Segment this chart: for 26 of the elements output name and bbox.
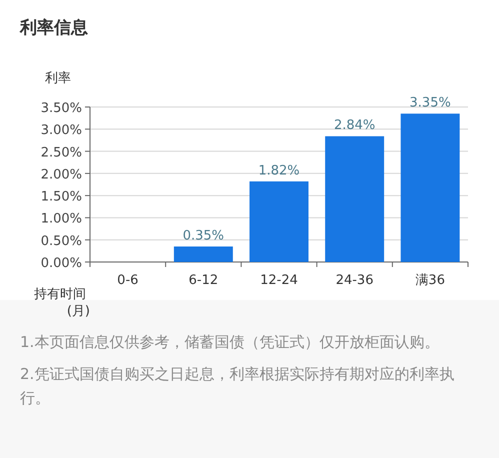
y-tick-label: 0.50%: [40, 234, 82, 249]
bar: [400, 114, 460, 262]
x-tick-label: 24-36: [336, 273, 374, 288]
y-tick-label: 3.50%: [40, 101, 82, 116]
y-tick-label: 1.00%: [40, 212, 82, 227]
bar: [250, 181, 308, 262]
bar: [325, 136, 384, 262]
y-tick-label: 1.50%: [40, 190, 82, 205]
text: 2.凭证式国债自购买之日起息，利率根据实际持有期对应的利率执行。: [20, 364, 456, 409]
x-tick-label: 0-6: [117, 273, 138, 288]
data-label: 0.35%: [182, 228, 224, 244]
data-label: 1.82%: [258, 163, 300, 178]
x-axis-title: 持有时间 (月): [34, 287, 90, 319]
y-tick-label: 2.50%: [40, 145, 82, 160]
bar: [174, 246, 233, 262]
chart-title: 利率信息: [19, 18, 88, 38]
y-tick-label: 2.00%: [40, 167, 82, 182]
data-label: 2.84%: [334, 118, 376, 134]
y-tick-label: 0.00%: [40, 256, 82, 271]
data-label: 3.35%: [410, 96, 451, 111]
y-axis-title: 利率: [45, 70, 71, 86]
y-tick-label: 3.00%: [40, 123, 82, 138]
text: 1.本页面信息仅供参考，储蓄国债（凭证式）仅开放柜面认购。: [20, 332, 440, 353]
x-tick-label: 满36: [415, 273, 445, 288]
x-tick-label: 6-12: [188, 273, 218, 288]
x-tick-label: 12-24: [260, 273, 298, 288]
